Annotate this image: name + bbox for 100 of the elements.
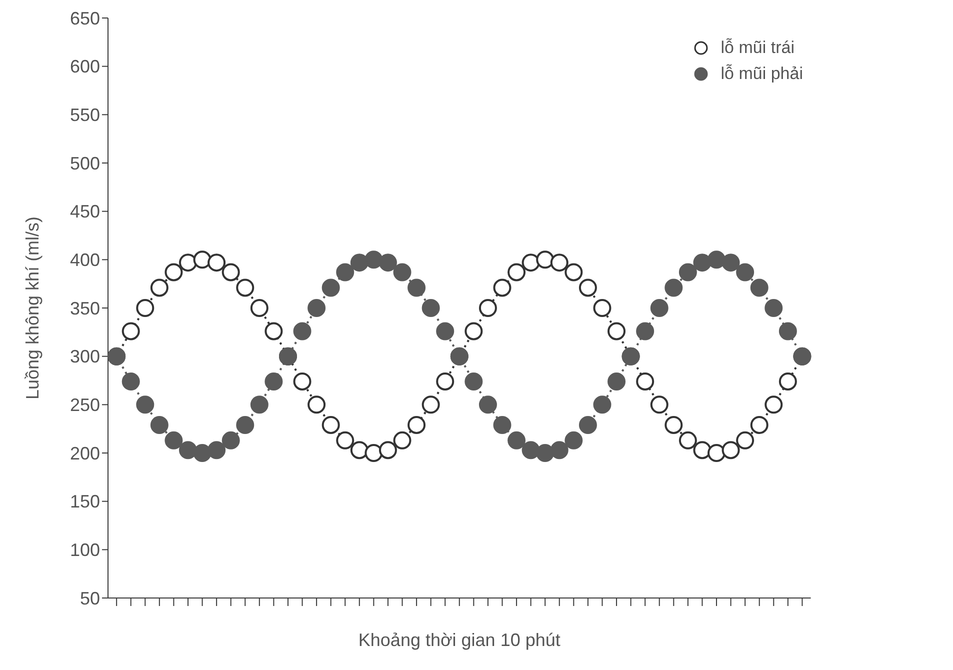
point xyxy=(336,263,354,282)
y-tick-label: 350 xyxy=(70,298,100,318)
point xyxy=(593,299,612,317)
point xyxy=(664,416,683,434)
point xyxy=(193,444,212,462)
y-tick-label: 650 xyxy=(70,8,100,28)
point xyxy=(322,416,340,434)
point xyxy=(764,299,783,317)
point xyxy=(693,254,712,272)
point xyxy=(350,441,368,460)
point xyxy=(364,444,383,462)
point xyxy=(650,396,668,414)
point xyxy=(236,278,254,297)
point xyxy=(193,250,212,269)
point xyxy=(164,263,183,282)
point xyxy=(578,278,597,297)
point xyxy=(464,322,483,340)
point xyxy=(250,396,268,414)
y-tick-label: 150 xyxy=(70,492,100,512)
point xyxy=(464,372,483,390)
point xyxy=(478,299,497,317)
point xyxy=(393,431,412,450)
point xyxy=(750,278,768,297)
point xyxy=(208,254,226,272)
point xyxy=(678,263,697,282)
y-tick-label: 100 xyxy=(70,540,100,560)
point xyxy=(664,278,683,297)
point xyxy=(322,278,340,297)
point xyxy=(422,396,440,414)
point xyxy=(764,396,783,414)
point xyxy=(736,263,754,282)
point xyxy=(178,441,197,460)
point xyxy=(150,278,168,297)
point xyxy=(478,396,497,414)
point xyxy=(593,396,612,414)
point xyxy=(522,254,540,272)
point xyxy=(778,322,797,340)
legend-label: lỗ mũi phải xyxy=(720,64,803,84)
point xyxy=(636,372,654,390)
point xyxy=(378,441,397,460)
point xyxy=(508,263,526,282)
point xyxy=(493,278,512,297)
point xyxy=(564,431,583,450)
point xyxy=(293,322,312,340)
legend-label: lỗ mũi trái xyxy=(720,38,794,58)
y-tick-label: 300 xyxy=(70,346,100,367)
point xyxy=(264,372,283,390)
y-tick-label: 550 xyxy=(70,105,100,126)
point xyxy=(222,263,240,282)
point xyxy=(336,431,354,450)
y-axis-title: Luồng không khí (ml/s) xyxy=(22,216,42,400)
point xyxy=(436,322,454,340)
point xyxy=(308,396,326,414)
point xyxy=(608,372,626,390)
point xyxy=(436,372,454,390)
point xyxy=(678,431,697,450)
point xyxy=(122,372,140,390)
point xyxy=(164,431,183,450)
point xyxy=(693,441,712,460)
point xyxy=(408,416,426,434)
point xyxy=(293,372,312,390)
point xyxy=(708,444,726,462)
point xyxy=(222,431,240,450)
point xyxy=(608,322,626,340)
point xyxy=(550,441,568,460)
point xyxy=(422,299,440,317)
point xyxy=(778,372,797,390)
point xyxy=(350,254,368,272)
point xyxy=(364,250,383,269)
point xyxy=(208,441,226,460)
point xyxy=(722,254,740,272)
point xyxy=(536,444,554,462)
point xyxy=(722,441,740,460)
y-tick-label: 500 xyxy=(70,153,100,174)
y-tick-label: 250 xyxy=(70,395,100,416)
point xyxy=(136,396,154,414)
point xyxy=(636,322,654,340)
point xyxy=(508,431,526,450)
point xyxy=(578,416,597,434)
point xyxy=(708,250,726,269)
point xyxy=(493,416,512,434)
point xyxy=(522,441,540,460)
point xyxy=(236,416,254,434)
x-axis-title: Khoảng thời gian 10 phút xyxy=(358,630,560,650)
point xyxy=(264,322,283,340)
point xyxy=(178,254,197,272)
point xyxy=(736,431,754,450)
point xyxy=(378,254,397,272)
point xyxy=(122,322,140,340)
point xyxy=(550,254,568,272)
y-tick-label: 50 xyxy=(80,588,100,608)
point xyxy=(564,263,583,282)
point xyxy=(750,416,768,434)
point xyxy=(393,263,412,282)
point xyxy=(150,416,168,434)
y-tick-label: 450 xyxy=(70,202,100,222)
point xyxy=(536,250,554,269)
point xyxy=(250,299,268,317)
y-tick-label: 600 xyxy=(70,56,100,77)
y-tick-label: 200 xyxy=(70,443,100,464)
